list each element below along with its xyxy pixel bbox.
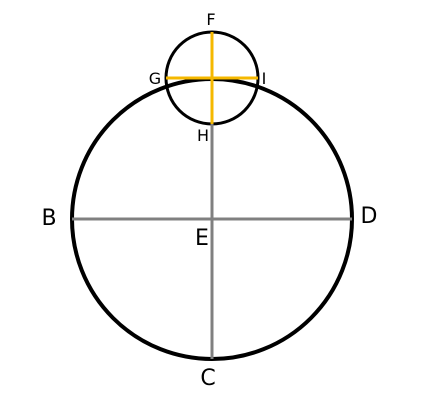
- label-d: D: [361, 204, 378, 229]
- label-f: F: [206, 10, 215, 29]
- label-i: I: [262, 69, 267, 88]
- label-c: C: [200, 366, 215, 391]
- label-g: G: [149, 69, 161, 88]
- label-b: B: [41, 206, 56, 231]
- label-h: H: [197, 126, 209, 145]
- label-e: E: [195, 226, 209, 251]
